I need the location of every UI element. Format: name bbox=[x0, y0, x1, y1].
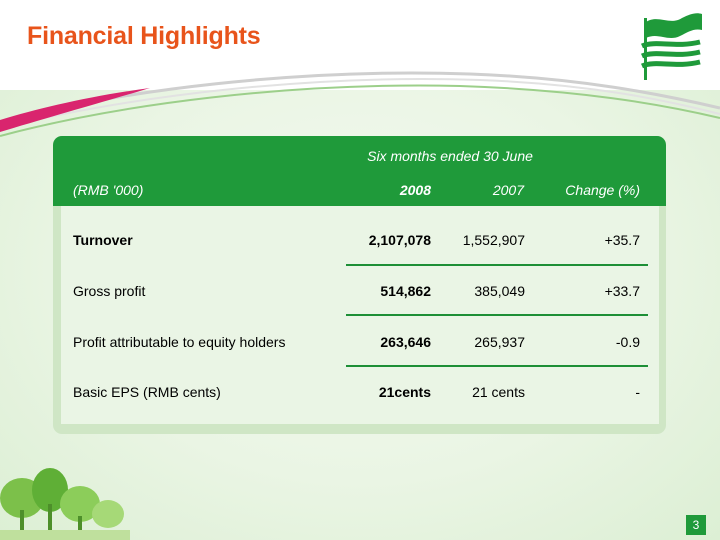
cell-turnover-2008: 2,107,078 bbox=[368, 232, 431, 248]
row-separator bbox=[346, 314, 648, 316]
cell-profit-attributable-2007: 265,937 bbox=[474, 334, 525, 350]
cell-profit-attributable-change: -0.9 bbox=[615, 334, 640, 350]
column-header-2008: 2008 bbox=[399, 182, 431, 198]
row-label-profit-attributable: Profit attributable to equity holders bbox=[73, 334, 286, 350]
column-header-2007: 2007 bbox=[492, 182, 524, 198]
cell-turnover-2007: 1,552,907 bbox=[462, 232, 525, 248]
row-separator bbox=[346, 264, 648, 266]
cell-gross-profit-change: +33.7 bbox=[604, 283, 640, 299]
decorative-swoosh bbox=[0, 71, 720, 137]
row-label-turnover: Turnover bbox=[73, 232, 133, 248]
cell-basic-eps-change: - bbox=[635, 384, 640, 400]
row-separator bbox=[346, 365, 648, 367]
page-number: 3 bbox=[686, 515, 706, 535]
column-header-change: Change (%) bbox=[565, 182, 640, 198]
table-header-band bbox=[53, 136, 666, 206]
unit-label: (RMB '000) bbox=[73, 182, 144, 198]
row-label-gross-profit: Gross profit bbox=[73, 283, 146, 299]
cell-basic-eps-2008: 21cents bbox=[378, 384, 431, 400]
period-header: Six months ended 30 June bbox=[367, 148, 533, 164]
company-logo-icon bbox=[641, 13, 702, 80]
cell-basic-eps-2007: 21 cents bbox=[472, 384, 525, 400]
cell-turnover-change: +35.7 bbox=[604, 232, 640, 248]
slide-title: Financial Highlights bbox=[27, 22, 261, 50]
cell-profit-attributable-2008: 263,646 bbox=[380, 334, 431, 350]
cell-gross-profit-2007: 385,049 bbox=[474, 283, 525, 299]
tree-illustration-icon bbox=[0, 468, 130, 540]
row-label-basic-eps: Basic EPS (RMB cents) bbox=[73, 384, 221, 400]
cell-gross-profit-2008: 514,862 bbox=[380, 283, 431, 299]
